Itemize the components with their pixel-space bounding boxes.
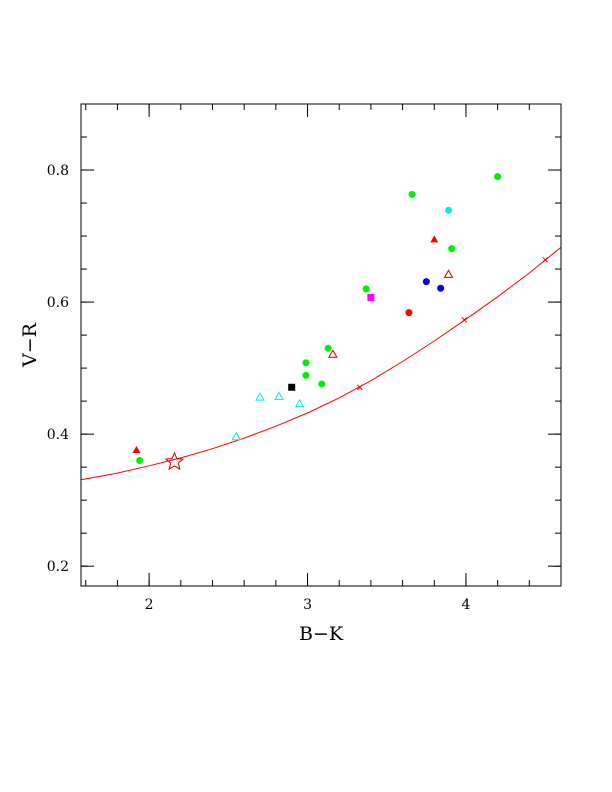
y-tick-label: 0.4 bbox=[47, 427, 69, 443]
data-point-circle bbox=[445, 206, 453, 214]
curve-cross-marker bbox=[542, 256, 549, 263]
star-marker bbox=[164, 451, 185, 471]
data-point-circle bbox=[405, 309, 413, 317]
data-point-square bbox=[288, 383, 296, 391]
data-point-open-triangle bbox=[231, 431, 242, 441]
data-point-circle bbox=[494, 173, 502, 181]
curve-cross-marker bbox=[461, 317, 468, 323]
data-point-circle bbox=[362, 285, 370, 293]
data-points bbox=[132, 173, 502, 465]
data-point-triangle bbox=[430, 235, 439, 243]
data-point-circle bbox=[448, 245, 456, 253]
y-tick-label: 0.6 bbox=[47, 295, 69, 311]
tick-labels: 2 3 4 0.2 0.4 0.6 0.8 bbox=[47, 163, 471, 613]
data-point-circle bbox=[437, 284, 445, 292]
data-point-open-triangle bbox=[328, 349, 338, 358]
data-point-triangle bbox=[132, 445, 141, 453]
x-tick-label: 3 bbox=[303, 597, 312, 613]
x-axis-label: B−K bbox=[299, 623, 344, 645]
data-point-open-triangle bbox=[294, 398, 305, 408]
curve-cross-marker bbox=[356, 384, 363, 391]
data-point-circle bbox=[318, 380, 326, 388]
x-tick-label: 2 bbox=[145, 597, 154, 613]
data-point-circle bbox=[302, 359, 310, 367]
plot-frame bbox=[80, 103, 562, 587]
y-axis-label: V−R bbox=[19, 322, 41, 368]
data-point-square bbox=[367, 293, 375, 301]
model-curve bbox=[80, 246, 562, 481]
model-curve-line bbox=[80, 246, 562, 481]
data-point-circle bbox=[302, 371, 310, 379]
data-point-open-triangle bbox=[274, 391, 284, 401]
data-point-open-triangle bbox=[255, 392, 265, 401]
axis-ticks bbox=[81, 103, 562, 586]
y-tick-label: 0.8 bbox=[47, 163, 69, 179]
data-point-circle bbox=[408, 190, 416, 198]
x-tick-label: 4 bbox=[461, 597, 470, 613]
y-tick-label: 0.2 bbox=[47, 559, 69, 575]
data-point-circle bbox=[422, 278, 430, 286]
data-point-open-triangle bbox=[443, 269, 454, 278]
data-point-circle bbox=[324, 344, 332, 352]
data-point-circle bbox=[136, 457, 144, 465]
